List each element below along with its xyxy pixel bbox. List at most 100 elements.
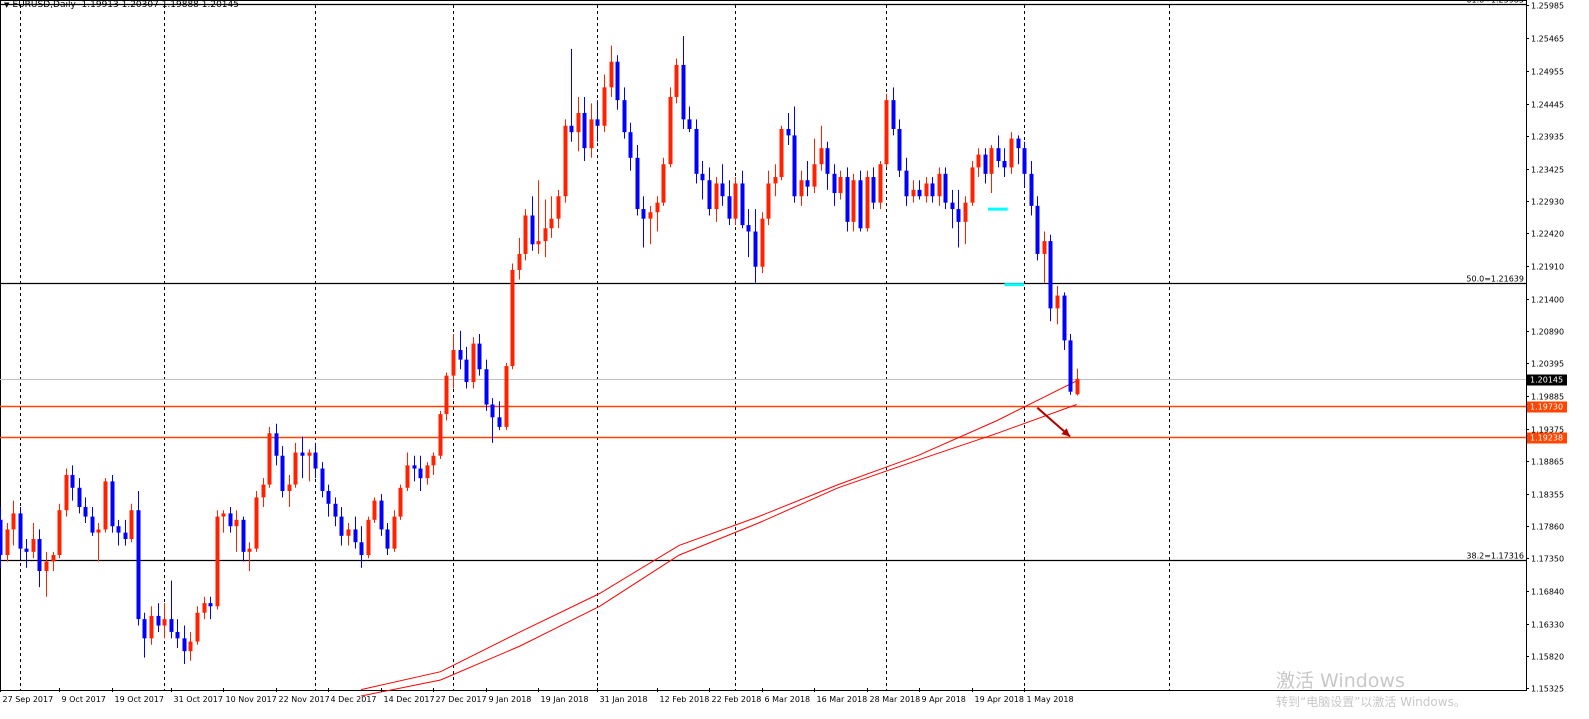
candle-body: [208, 603, 213, 607]
candle-body: [615, 61, 620, 101]
candle-body: [845, 177, 850, 222]
candle-body: [464, 359, 469, 383]
x-axis-tick-label: 22 Nov 2017: [279, 695, 330, 704]
candle-body: [70, 474, 75, 488]
candle-body: [215, 516, 220, 607]
price-tag-label: 1.19730: [1530, 403, 1563, 412]
y-axis-tick-label: 1.19885: [1531, 393, 1564, 402]
candle-body: [18, 513, 23, 549]
x-axis-tick-label: 19 Jan 2018: [541, 695, 589, 704]
y-axis-tick-label: 1.18865: [1531, 458, 1564, 467]
candle-body: [425, 465, 430, 479]
candle-body: [956, 209, 961, 222]
candle-body: [746, 225, 751, 232]
candle-body: [458, 350, 463, 360]
x-axis-tick-label: 14 Dec 2017: [384, 695, 435, 704]
candle-body: [504, 366, 509, 427]
candle-body: [911, 189, 916, 197]
y-axis-tick-label: 1.18355: [1531, 491, 1564, 500]
candle-body: [825, 148, 830, 174]
candle-body: [405, 465, 410, 488]
candle-body: [943, 173, 948, 203]
candle-body: [753, 231, 758, 267]
candle-body: [1029, 173, 1034, 206]
candle-body: [655, 202, 660, 213]
ohlc-readout: 1.19913 1.20307 1.19888 1.20145: [81, 0, 239, 10]
candle-body: [871, 177, 876, 203]
candle-body: [267, 433, 272, 485]
y-axis-tick-label: 1.25465: [1531, 35, 1564, 44]
candle-body: [582, 112, 587, 149]
dropdown-arrow-icon[interactable]: ▼: [4, 1, 10, 9]
candle-body: [766, 183, 771, 219]
candle-body: [983, 154, 988, 174]
candle-body: [221, 513, 226, 517]
candle-body: [90, 516, 95, 533]
candle-body: [930, 183, 935, 197]
candle-body: [694, 128, 699, 174]
candle-body: [1062, 295, 1067, 341]
candle-body: [569, 125, 574, 133]
x-axis-tick-label: 31 Jan 2018: [600, 695, 648, 704]
y-axis-tick-label: 1.25985: [1531, 2, 1564, 11]
candle-body: [897, 128, 902, 171]
y-axis-tick-label: 1.15820: [1531, 653, 1564, 662]
candle-body: [891, 100, 896, 129]
candle-body: [858, 180, 863, 229]
candle-body: [142, 619, 147, 639]
candle-body: [339, 516, 344, 536]
candle-body: [517, 253, 522, 270]
x-axis-tick-label: 9 Apr 2018: [922, 695, 966, 704]
candle-body: [313, 452, 318, 469]
candle-body: [904, 170, 909, 197]
candle-body: [136, 510, 141, 620]
candle-body: [602, 87, 607, 126]
candle-body: [31, 539, 36, 552]
candle-body: [438, 414, 443, 456]
candle-body: [490, 404, 495, 418]
candle-body: [1002, 161, 1007, 168]
candle-body: [162, 619, 167, 626]
candle-body: [326, 490, 331, 504]
candle-body: [149, 615, 154, 639]
candle-body: [668, 96, 673, 165]
candle-body: [838, 177, 843, 194]
y-axis-tick-label: 1.24445: [1531, 101, 1564, 110]
x-axis-tick-label: 6 Mar 2018: [765, 695, 811, 704]
candle-body: [195, 612, 200, 642]
y-axis-tick-label: 1.19375: [1531, 426, 1564, 435]
candle-body: [700, 173, 705, 181]
candle-body: [740, 183, 745, 226]
symbol-info: ▼ EURUSD,Daily 1.19913 1.20307 1.19888 1.…: [4, 0, 239, 10]
candle-body: [37, 539, 42, 572]
candle-body: [622, 100, 627, 133]
candle-body: [733, 183, 738, 219]
y-axis-tick-label: 1.21910: [1531, 263, 1564, 272]
x-axis-tick-label: 19 Apr 2018: [975, 695, 1024, 704]
candle-body: [812, 164, 817, 187]
candle-body: [674, 64, 679, 97]
candle-body: [247, 548, 252, 552]
candle-body: [228, 513, 233, 527]
candle-body: [182, 638, 187, 652]
candle-body: [779, 128, 784, 178]
candle-body: [1048, 241, 1053, 309]
y-axis-tick-label: 1.20395: [1531, 360, 1564, 369]
candle-body: [851, 180, 856, 222]
candle-body: [418, 468, 423, 479]
candle-body: [609, 61, 614, 88]
candle-body: [398, 487, 403, 517]
candle-body: [11, 513, 16, 530]
candle-body: [543, 228, 548, 242]
candle-body: [392, 516, 397, 549]
candle-body: [175, 631, 180, 639]
x-axis-tick-label: 9 Oct 2017: [62, 695, 106, 704]
candle-body: [110, 481, 115, 527]
candle-body: [444, 375, 449, 415]
candle-body: [576, 112, 581, 133]
y-axis-tick-label: 1.21400: [1531, 296, 1564, 305]
candle-body: [346, 529, 351, 536]
candle-body: [661, 164, 666, 203]
